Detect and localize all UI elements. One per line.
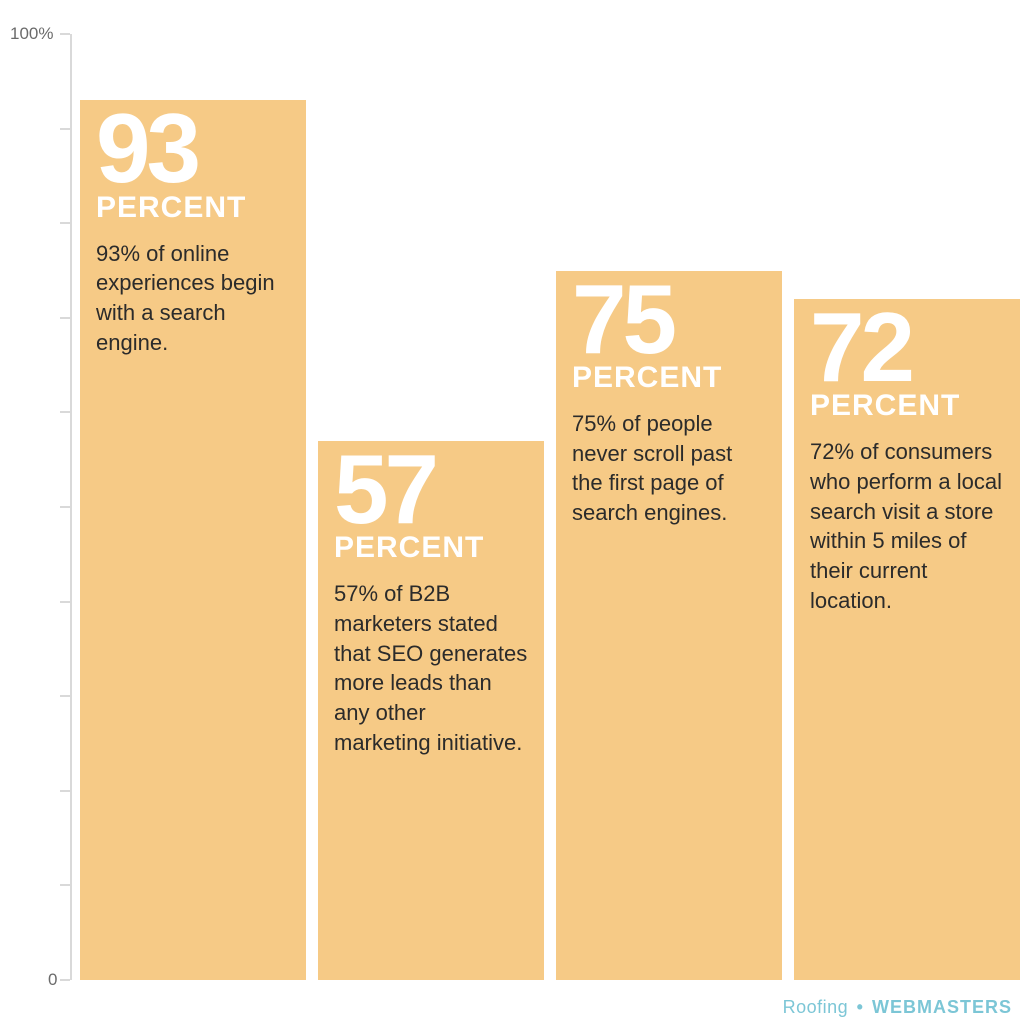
bar-4-number: 72 <box>810 307 1004 387</box>
bar-4-percent-word: PERCENT <box>810 389 1004 423</box>
bar-1-description: 93% of online experiences begin with a s… <box>96 239 290 358</box>
bar-4-description: 72% of consumers who perform a local sea… <box>810 437 1004 615</box>
chart-stage: 100% 0 93 PERCENT 93% of online experien… <box>0 0 1024 1024</box>
y-axis-line <box>70 34 72 980</box>
y-axis-tick <box>60 128 70 130</box>
bar-2-number: 57 <box>334 449 528 529</box>
y-axis-tick <box>60 506 70 508</box>
bar-3-percent-word: PERCENT <box>572 361 766 395</box>
bar-3-description: 75% of people never scroll past the firs… <box>572 409 766 528</box>
y-axis-tick <box>60 222 70 224</box>
y-axis-label-top: 100% <box>10 24 53 44</box>
bar-1: 93 PERCENT 93% of online experiences beg… <box>80 100 306 980</box>
footer-part-b: WEBMASTERS <box>872 997 1012 1017</box>
footer-separator: • <box>857 997 864 1017</box>
y-axis-label-bottom: 0 <box>48 970 57 990</box>
bar-3: 75 PERCENT 75% of people never scroll pa… <box>556 271 782 981</box>
y-axis-tick <box>60 601 70 603</box>
bar-3-number: 75 <box>572 279 766 359</box>
y-axis-tick <box>60 411 70 413</box>
footer-watermark: Roofing • WEBMASTERS <box>783 997 1012 1018</box>
bar-2-percent-word: PERCENT <box>334 531 528 565</box>
y-axis-tick <box>60 790 70 792</box>
bar-4: 72 PERCENT 72% of consumers who perform … <box>794 299 1020 980</box>
y-axis-tick <box>60 317 70 319</box>
y-axis-tick <box>60 884 70 886</box>
bar-1-percent-word: PERCENT <box>96 191 290 225</box>
y-axis-tick <box>60 695 70 697</box>
bar-2: 57 PERCENT 57% of B2B marketers stated t… <box>318 441 544 980</box>
bar-1-number: 93 <box>96 108 290 188</box>
bar-2-description: 57% of B2B marketers stated that SEO gen… <box>334 579 528 757</box>
y-axis-tick <box>60 33 70 35</box>
y-axis-tick <box>60 979 70 981</box>
footer-part-a: Roofing <box>783 997 849 1017</box>
